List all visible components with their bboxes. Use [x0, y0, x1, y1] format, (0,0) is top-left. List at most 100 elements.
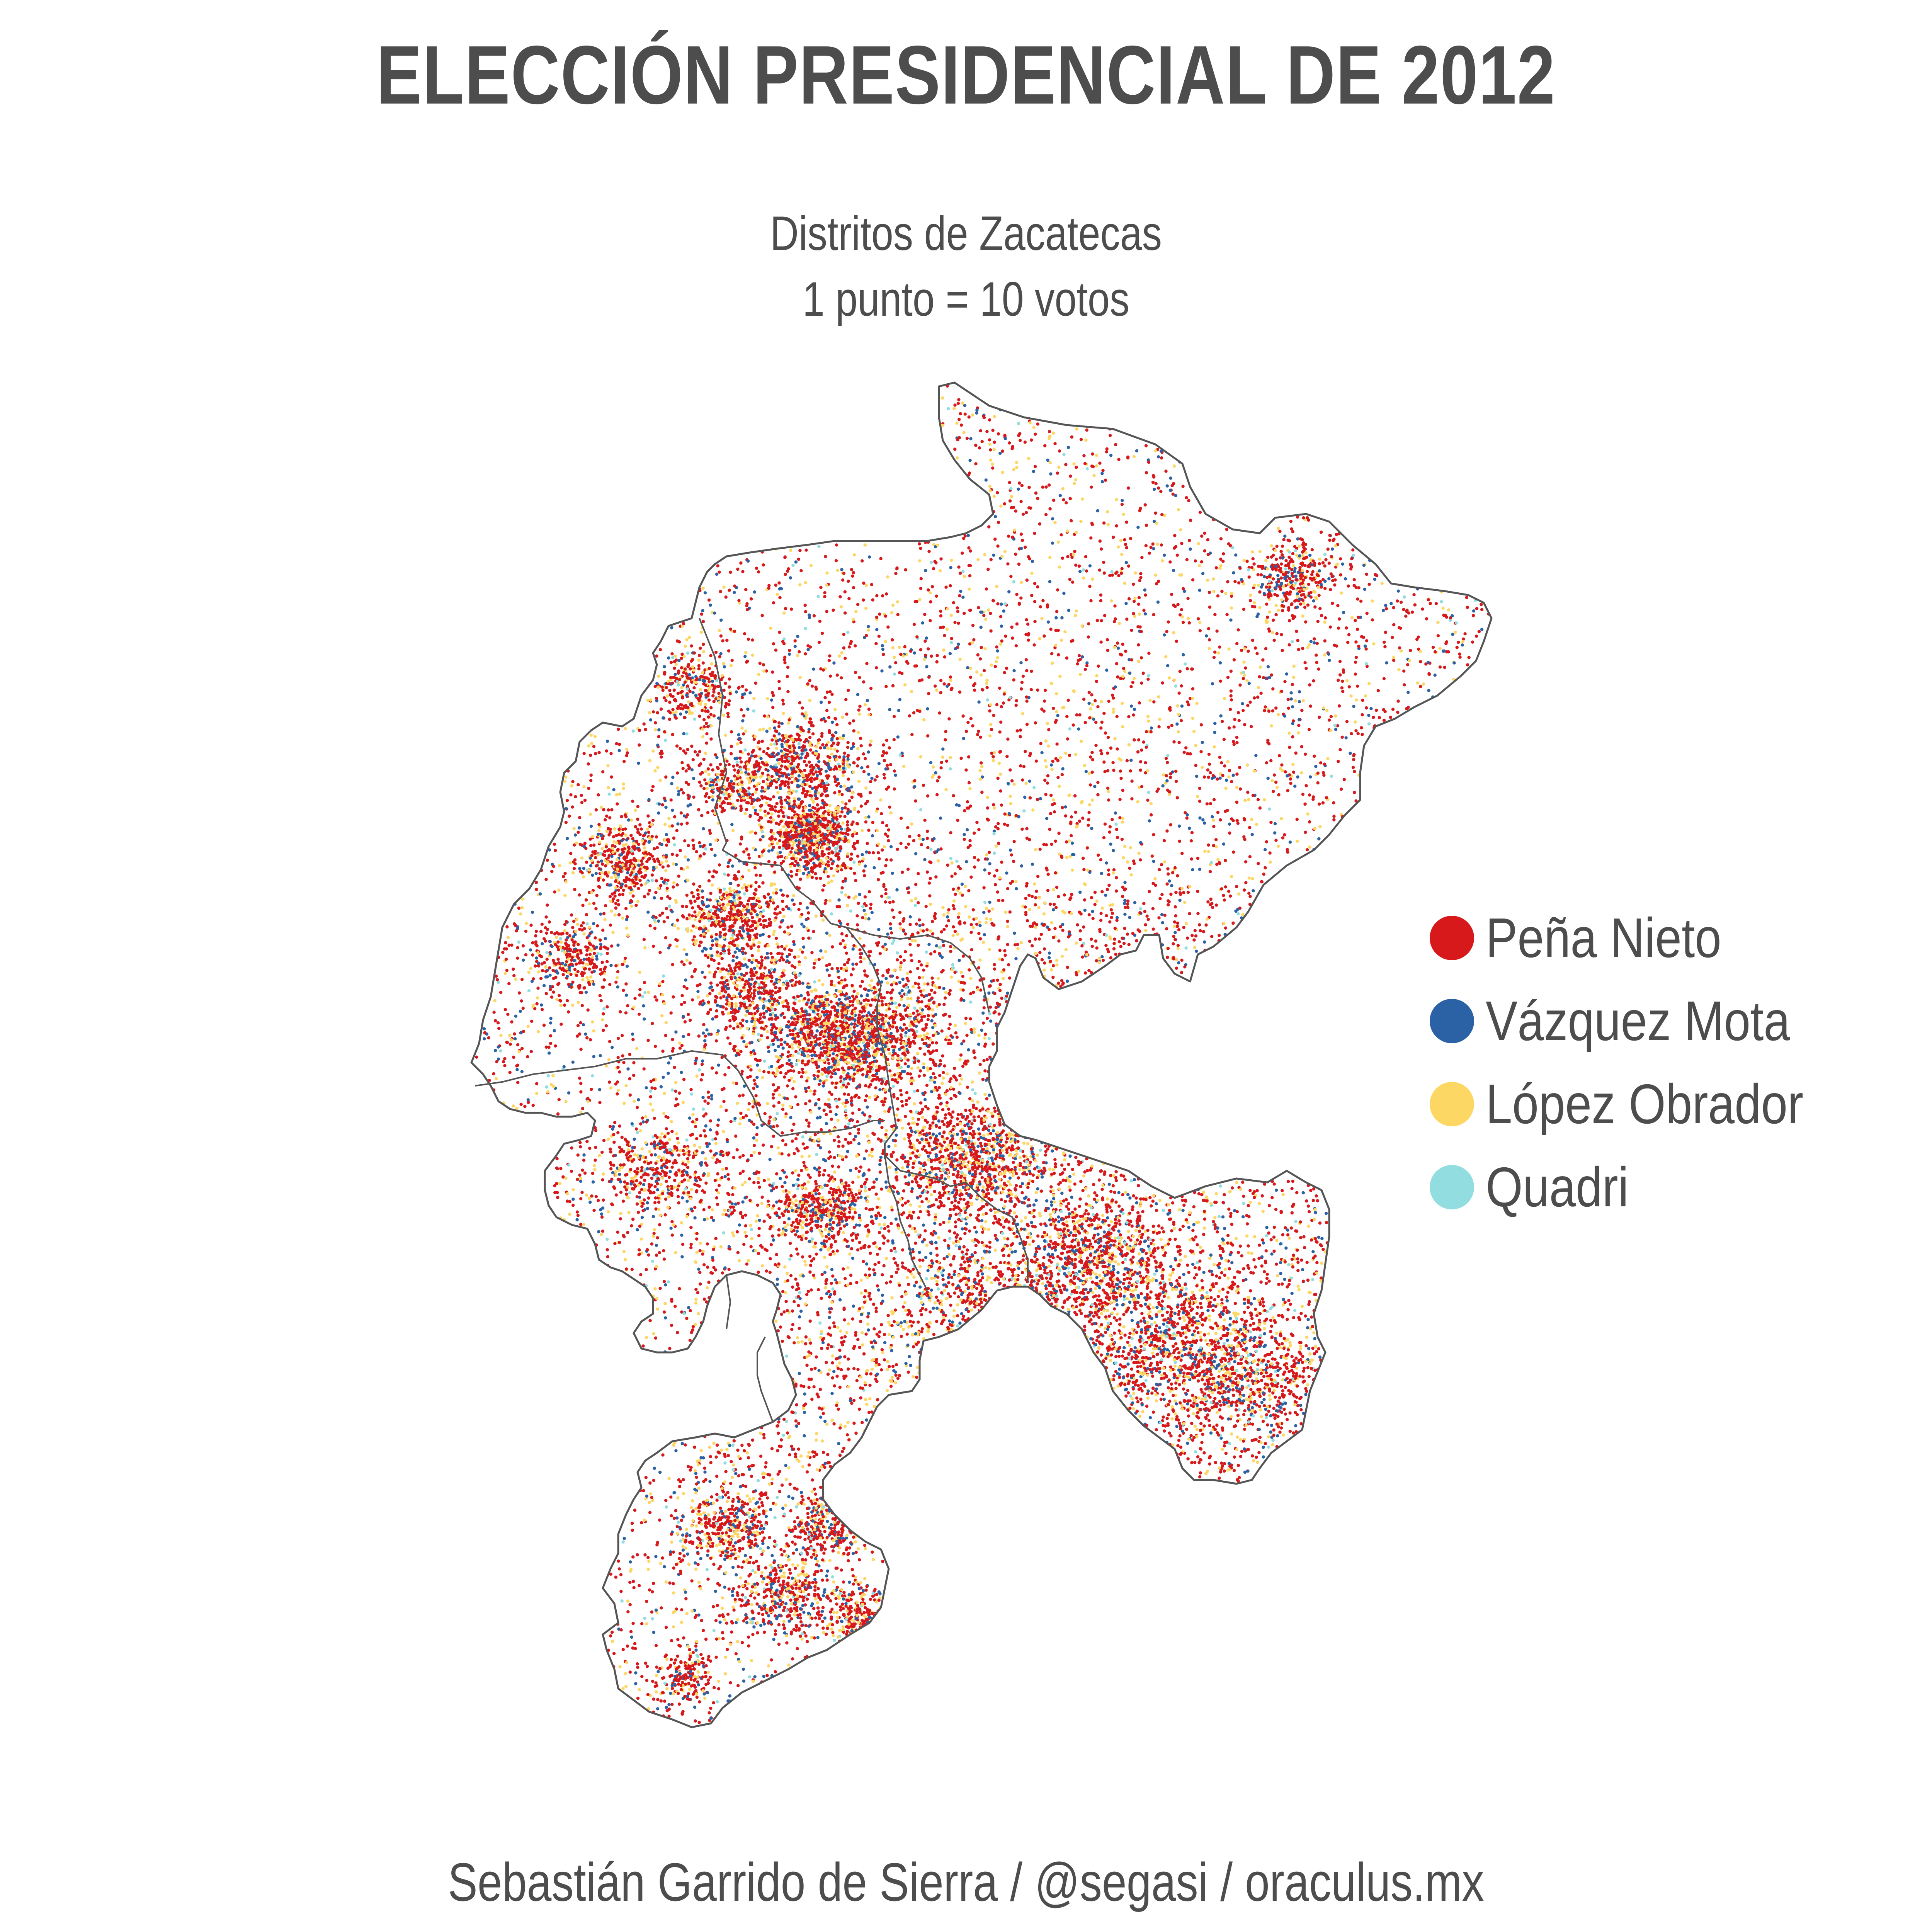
vote-dot: [1112, 696, 1115, 700]
vote-dot: [810, 1398, 814, 1401]
vote-dot: [904, 1362, 908, 1365]
vote-dot: [848, 721, 852, 725]
vote-dot: [685, 959, 689, 962]
vote-dot: [885, 764, 889, 767]
vote-dot: [836, 1118, 840, 1122]
vote-dot: [1179, 528, 1182, 532]
vote-dot: [889, 763, 893, 767]
vote-dot: [872, 1303, 876, 1306]
vote-dot: [1197, 542, 1200, 546]
vote-dot: [832, 1321, 836, 1325]
vote-dot: [882, 1242, 886, 1245]
vote-dot: [944, 585, 948, 589]
vote-dot: [955, 421, 959, 425]
vote-dot: [1174, 1342, 1178, 1345]
vote-dot: [1162, 1322, 1165, 1326]
vote-dot: [952, 925, 955, 929]
vote-dot: [664, 1498, 668, 1502]
vote-dot: [626, 1599, 630, 1603]
vote-dot: [895, 1270, 898, 1274]
vote-dot: [721, 1631, 724, 1634]
vote-dot: [1170, 884, 1173, 888]
vote-dot: [957, 398, 961, 401]
vote-dot: [834, 1597, 838, 1600]
vote-dot: [986, 568, 990, 571]
vote-dot: [945, 759, 949, 763]
vote-dot: [699, 630, 703, 634]
vote-dot: [1082, 1174, 1086, 1178]
vote-dot: [516, 946, 519, 949]
vote-dot: [1288, 1279, 1291, 1282]
vote-dot: [1005, 755, 1009, 758]
vote-dot: [975, 1230, 978, 1234]
vote-dot: [897, 709, 900, 713]
vote-dot: [1213, 731, 1216, 734]
vote-dot: [912, 1345, 915, 1349]
vote-dot: [908, 943, 912, 946]
vote-dot: [801, 1142, 805, 1146]
vote-dot: [628, 1093, 632, 1097]
vote-dot: [1015, 699, 1018, 702]
vote-dot: [692, 777, 696, 780]
vote-dot: [1255, 1189, 1259, 1192]
vote-dot: [889, 922, 892, 926]
vote-dot: [709, 843, 712, 846]
vote-dot: [1049, 682, 1053, 685]
vote-dot: [571, 1060, 575, 1064]
vote-dot: [804, 1335, 808, 1339]
vote-dot: [1074, 753, 1078, 756]
vote-dot: [1445, 640, 1449, 644]
vote-dot: [857, 1558, 861, 1561]
vote-dot: [1272, 618, 1275, 622]
vote-dot: [515, 1068, 519, 1071]
vote-dot: [842, 1376, 846, 1380]
vote-dot: [503, 947, 507, 951]
vote-dot: [1146, 918, 1150, 921]
vote-dot: [1253, 1297, 1256, 1301]
vote-dot: [828, 1316, 831, 1319]
vote-dot: [1012, 782, 1016, 786]
vote-dot: [890, 611, 894, 615]
vote-dot: [1363, 645, 1367, 648]
vote-dot: [973, 1056, 977, 1060]
vote-dot: [1187, 1270, 1190, 1274]
vote-dot: [1308, 1291, 1311, 1294]
vote-dot: [1129, 1310, 1133, 1314]
vote-dot: [1245, 1234, 1249, 1238]
vote-dot: [983, 553, 986, 556]
vote-dot: [664, 1283, 667, 1287]
vote-dot: [640, 1216, 644, 1219]
vote-dot: [1176, 922, 1179, 925]
vote-dot: [637, 762, 640, 765]
vote-dot: [1291, 1179, 1294, 1183]
vote-dot: [917, 944, 920, 947]
vote-dot: [1169, 776, 1172, 779]
vote-dot: [717, 1191, 720, 1195]
vote-dot: [767, 1178, 770, 1181]
vote-dot: [787, 1663, 791, 1667]
vote-dot: [1068, 932, 1071, 935]
vote-dot: [1165, 630, 1168, 633]
vote-dot: [708, 971, 712, 974]
vote-dot: [935, 1320, 939, 1323]
vote-dot: [805, 1363, 809, 1367]
vote-dot: [1062, 1151, 1066, 1155]
vote-dot: [981, 1213, 985, 1216]
vote-dot: [1214, 838, 1218, 842]
vote-dot: [554, 935, 558, 939]
vote-dot: [999, 789, 1002, 793]
vote-dot: [1184, 1255, 1187, 1258]
vote-dot: [1049, 628, 1053, 631]
vote-dot: [1101, 959, 1105, 962]
vote-dot: [650, 789, 654, 792]
vote-dot: [1087, 818, 1090, 821]
vote-dot: [1128, 866, 1131, 870]
vote-dot: [694, 1059, 698, 1062]
vote-dot: [817, 979, 821, 982]
vote-dot: [582, 921, 585, 925]
vote-dot: [1163, 633, 1166, 637]
vote-dot: [613, 1242, 617, 1245]
vote-dot: [747, 1465, 751, 1469]
vote-dot: [658, 779, 662, 782]
vote-dot: [798, 675, 802, 679]
